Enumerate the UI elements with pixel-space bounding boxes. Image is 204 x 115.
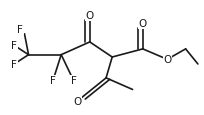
Text: O: O — [86, 11, 94, 21]
Text: F: F — [11, 59, 17, 69]
Text: O: O — [73, 96, 82, 106]
Text: F: F — [18, 25, 23, 35]
Text: O: O — [139, 19, 147, 29]
Text: F: F — [11, 41, 17, 51]
Text: O: O — [163, 55, 171, 65]
Text: F: F — [50, 76, 56, 85]
Text: F: F — [71, 76, 76, 85]
